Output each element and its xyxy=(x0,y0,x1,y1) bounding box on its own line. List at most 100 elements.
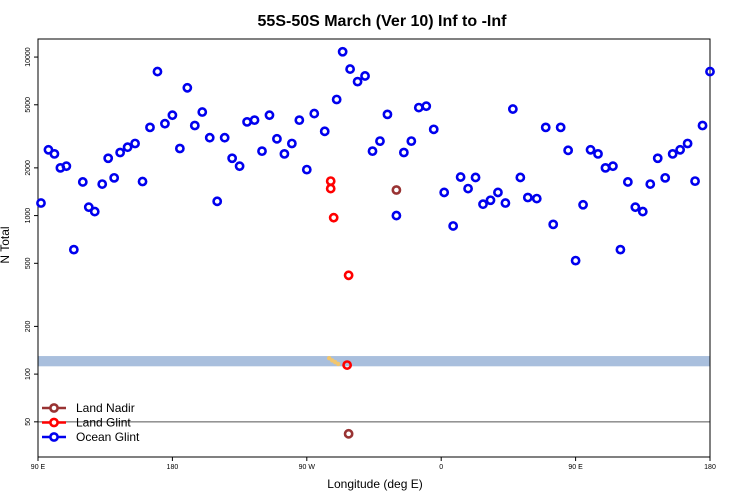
data-point xyxy=(493,187,503,198)
data-point xyxy=(83,202,94,213)
x-tick-label: 180 xyxy=(167,464,179,471)
data-point xyxy=(615,244,626,255)
data-point xyxy=(343,428,354,439)
data-point xyxy=(286,138,297,149)
data-point xyxy=(122,142,133,153)
data-point xyxy=(555,122,566,133)
legend-marker xyxy=(49,432,59,442)
data-point xyxy=(630,202,641,213)
data-point xyxy=(470,172,481,183)
data-point xyxy=(137,176,148,187)
y-axis-label: N Total xyxy=(0,226,12,263)
data-point xyxy=(204,132,215,143)
data-point xyxy=(319,126,330,137)
legend-marker xyxy=(49,417,59,428)
data-point xyxy=(328,212,339,223)
data-point xyxy=(257,146,267,157)
data-point xyxy=(522,192,533,203)
legend-label: Land Glint xyxy=(76,416,131,430)
data-point xyxy=(705,66,715,77)
data-point xyxy=(690,176,700,187)
highlight-band xyxy=(38,356,710,367)
y-tick-label: 100 xyxy=(25,368,32,380)
y-tick-label: 1000 xyxy=(25,208,32,224)
data-point xyxy=(485,195,496,206)
data-point xyxy=(360,71,370,81)
chart-title: 55S-50S March (Ver 10) Inf to -Inf xyxy=(258,13,508,30)
data-point xyxy=(645,179,656,189)
x-tick-label: 90 E xyxy=(568,464,583,471)
data-point xyxy=(115,147,126,158)
data-point xyxy=(331,94,342,105)
data-point xyxy=(352,76,363,87)
data-point xyxy=(398,147,409,158)
data-point xyxy=(391,210,402,221)
data-point xyxy=(540,122,551,133)
data-point xyxy=(439,187,450,198)
data-point xyxy=(130,138,140,149)
data-point xyxy=(152,66,163,77)
data-point xyxy=(89,206,100,217)
y-tick-label: 10000 xyxy=(25,47,32,67)
data-point xyxy=(109,172,120,183)
legend-label: Land Nadir xyxy=(76,401,135,415)
data-point xyxy=(507,104,518,114)
data-point xyxy=(652,153,663,164)
data-point xyxy=(421,101,432,112)
legend-label: Ocean Glint xyxy=(76,430,140,444)
data-point xyxy=(455,172,466,182)
data-point xyxy=(145,122,155,133)
x-tick-label: 0 xyxy=(439,464,443,471)
data-point xyxy=(367,146,378,157)
data-point xyxy=(103,153,114,164)
data-point xyxy=(212,196,223,207)
data-point xyxy=(563,145,574,156)
data-point xyxy=(448,221,459,231)
data-point xyxy=(622,177,633,187)
data-point xyxy=(294,115,305,126)
data-point xyxy=(182,82,193,93)
x-tick-label: 180 xyxy=(704,464,716,471)
data-point xyxy=(301,164,312,175)
data-point xyxy=(197,107,208,117)
data-point xyxy=(309,108,320,119)
data-point xyxy=(675,144,686,155)
data-point xyxy=(500,198,511,208)
data-point xyxy=(578,199,588,210)
plot-frame xyxy=(37,38,711,458)
data-point xyxy=(697,120,708,131)
plot-layer: 90 E 180 90 W 0 90 E 180 50 100 200 500 1000 2000 50… xyxy=(25,38,716,471)
data-point xyxy=(272,133,282,144)
data-point xyxy=(342,360,353,370)
data-point xyxy=(279,148,290,159)
data-point xyxy=(682,138,693,149)
data-point xyxy=(227,153,238,164)
data-point xyxy=(219,132,230,143)
data-point xyxy=(548,219,559,230)
data-point xyxy=(325,183,336,194)
data-point xyxy=(167,110,178,121)
data-point xyxy=(343,270,354,281)
band-mark-point xyxy=(335,361,341,367)
data-point xyxy=(160,118,170,129)
data-point xyxy=(382,109,393,120)
data-point xyxy=(68,244,79,255)
data-point xyxy=(660,172,671,183)
data-point xyxy=(234,161,245,172)
data-point xyxy=(345,64,356,74)
data-point xyxy=(463,183,473,194)
y-tick-label: 2000 xyxy=(25,160,32,176)
data-point xyxy=(97,179,108,189)
data-point xyxy=(49,148,60,159)
y-tick-label: 5000 xyxy=(25,97,32,113)
data-point xyxy=(189,120,200,131)
legend-marker xyxy=(49,403,59,413)
data-point xyxy=(264,110,275,121)
data-point xyxy=(77,177,88,187)
y-tick-label: 50 xyxy=(25,418,32,426)
data-point xyxy=(406,136,417,147)
data-point xyxy=(515,172,526,183)
y-tick-label: 200 xyxy=(25,320,32,332)
